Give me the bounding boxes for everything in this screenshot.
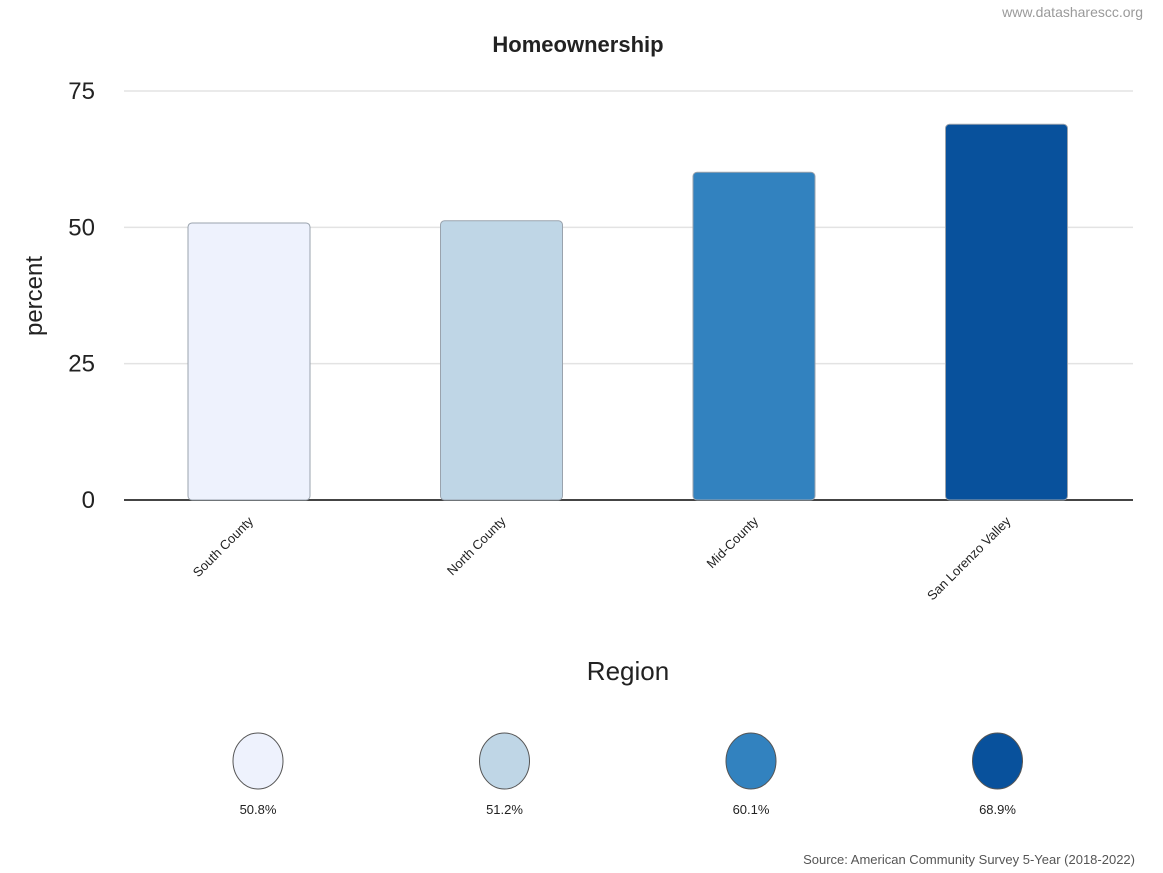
- x-tick-label: North County: [444, 513, 509, 578]
- chart-title: Homeownership: [492, 32, 663, 57]
- bar[interactable]: [692, 171, 816, 501]
- x-tick-label: Mid-County: [704, 513, 762, 571]
- legend-value-label: 51.2%: [486, 802, 523, 817]
- x-tick-label: San Lorenzo Valley: [924, 513, 1014, 603]
- watermark: www.datasharescc.org: [1002, 4, 1143, 20]
- x-axis-label: Region: [587, 656, 669, 686]
- bar[interactable]: [945, 123, 1068, 501]
- x-tick-label: South County: [190, 513, 257, 580]
- legend-swatch[interactable]: [725, 732, 777, 790]
- y-tick-label: 25: [68, 351, 95, 378]
- legend-swatch[interactable]: [479, 732, 530, 790]
- bar[interactable]: [187, 222, 311, 501]
- legend-swatch[interactable]: [972, 732, 1023, 790]
- legend-value-label: 68.9%: [979, 802, 1016, 817]
- y-tick-label: 50: [68, 214, 95, 241]
- source-note: Source: American Community Survey 5-Year…: [803, 852, 1135, 867]
- legend-swatch[interactable]: [232, 732, 284, 790]
- y-axis-label: percent: [21, 256, 48, 336]
- legend-value-label: 60.1%: [733, 802, 770, 817]
- legend-value-label: 50.8%: [240, 802, 277, 817]
- y-tick-label: 0: [82, 487, 95, 514]
- y-tick-label: 75: [68, 78, 95, 105]
- bar[interactable]: [440, 220, 563, 501]
